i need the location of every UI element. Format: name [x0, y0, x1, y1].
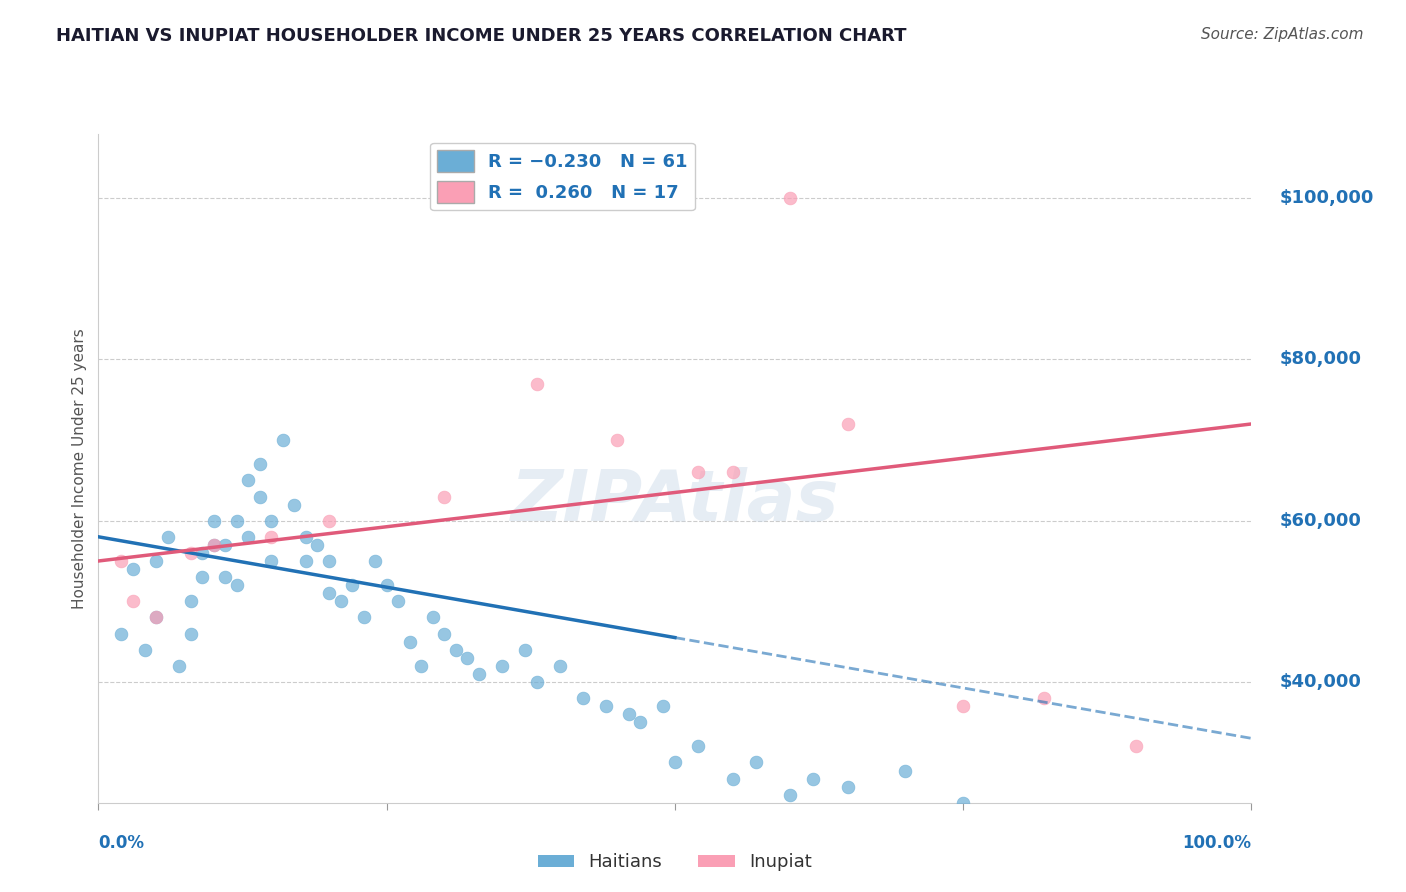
Point — [801, 772, 824, 786]
Point — [122, 594, 145, 608]
Point — [744, 756, 766, 770]
Point — [375, 578, 398, 592]
Point — [411, 658, 433, 673]
Point — [295, 530, 318, 544]
Point — [513, 642, 536, 657]
Point — [1125, 739, 1147, 754]
Point — [433, 490, 456, 504]
Legend: Haitians, Inupiat: Haitians, Inupiat — [531, 847, 818, 879]
Point — [249, 457, 271, 471]
Point — [271, 433, 294, 447]
Point — [686, 466, 709, 480]
Point — [340, 578, 363, 592]
Text: 100.0%: 100.0% — [1182, 834, 1251, 852]
Point — [779, 191, 801, 205]
Point — [202, 514, 225, 528]
Point — [1032, 691, 1054, 706]
Text: HAITIAN VS INUPIAT HOUSEHOLDER INCOME UNDER 25 YEARS CORRELATION CHART: HAITIAN VS INUPIAT HOUSEHOLDER INCOME UN… — [56, 27, 907, 45]
Point — [779, 788, 801, 802]
Point — [837, 417, 859, 431]
Point — [456, 650, 478, 665]
Point — [225, 578, 247, 592]
Point — [122, 562, 145, 576]
Point — [260, 514, 283, 528]
Point — [444, 642, 467, 657]
Point — [664, 756, 686, 770]
Point — [180, 546, 202, 560]
Point — [249, 490, 271, 504]
Point — [225, 514, 247, 528]
Point — [606, 433, 628, 447]
Point — [433, 626, 456, 640]
Point — [952, 699, 974, 714]
Point — [180, 594, 202, 608]
Point — [548, 658, 571, 673]
Point — [526, 376, 548, 391]
Point — [387, 594, 409, 608]
Text: $100,000: $100,000 — [1279, 189, 1374, 207]
Point — [894, 764, 917, 778]
Point — [134, 642, 156, 657]
Point — [952, 796, 974, 810]
Point — [628, 715, 651, 730]
Point — [260, 530, 283, 544]
Text: Source: ZipAtlas.com: Source: ZipAtlas.com — [1201, 27, 1364, 42]
Point — [491, 658, 513, 673]
Point — [307, 538, 329, 552]
Point — [468, 666, 491, 681]
Point — [180, 626, 202, 640]
Point — [837, 780, 859, 794]
Point — [318, 514, 340, 528]
Point — [571, 691, 593, 706]
Point — [145, 610, 167, 624]
Point — [202, 538, 225, 552]
Point — [295, 554, 318, 568]
Point — [364, 554, 387, 568]
Point — [156, 530, 179, 544]
Point — [617, 707, 640, 722]
Point — [398, 634, 420, 648]
Point — [214, 570, 236, 584]
Y-axis label: Householder Income Under 25 years: Householder Income Under 25 years — [72, 328, 87, 608]
Point — [318, 586, 340, 600]
Point — [318, 554, 340, 568]
Point — [353, 610, 375, 624]
Point — [721, 466, 744, 480]
Point — [595, 699, 617, 714]
Point — [238, 530, 260, 544]
Point — [422, 610, 444, 624]
Text: $80,000: $80,000 — [1279, 351, 1361, 368]
Point — [202, 538, 225, 552]
Point — [329, 594, 352, 608]
Point — [526, 674, 548, 689]
Point — [145, 610, 167, 624]
Text: ZIPAtlas: ZIPAtlas — [510, 467, 839, 536]
Point — [191, 570, 214, 584]
Point — [721, 772, 744, 786]
Point — [110, 554, 132, 568]
Point — [283, 498, 305, 512]
Point — [145, 554, 167, 568]
Point — [191, 546, 214, 560]
Point — [260, 554, 283, 568]
Text: $40,000: $40,000 — [1279, 673, 1361, 691]
Point — [110, 626, 132, 640]
Text: $60,000: $60,000 — [1279, 512, 1361, 530]
Point — [167, 658, 190, 673]
Point — [652, 699, 675, 714]
Point — [214, 538, 236, 552]
Point — [238, 474, 260, 488]
Legend: R = −0.230   N = 61, R =  0.260   N = 17: R = −0.230 N = 61, R = 0.260 N = 17 — [430, 143, 695, 211]
Text: 0.0%: 0.0% — [98, 834, 145, 852]
Point — [686, 739, 709, 754]
